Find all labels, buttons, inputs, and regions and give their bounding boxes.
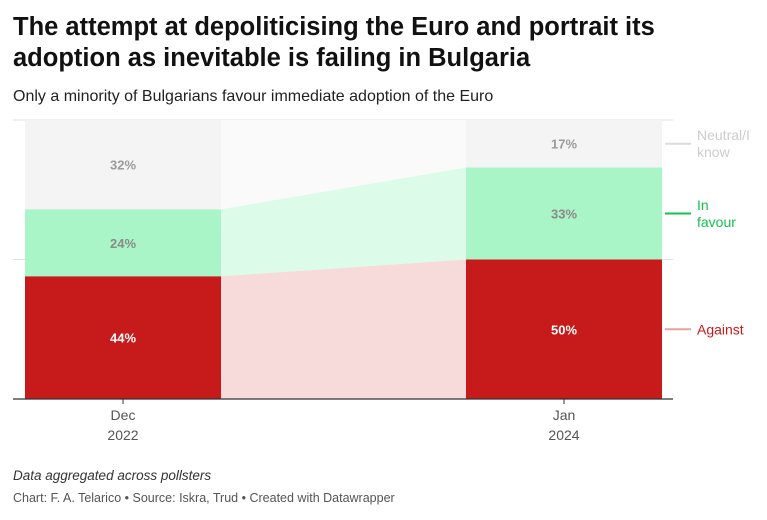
connector-band bbox=[221, 167, 466, 277]
chart-title: The attempt at depoliticising the Euro a… bbox=[13, 13, 655, 72]
bar-segment bbox=[466, 120, 662, 168]
x-tick-label: Dec bbox=[111, 407, 136, 423]
bar-segment bbox=[466, 167, 662, 260]
data-label: 17% bbox=[551, 137, 577, 152]
data-label: 33% bbox=[551, 206, 577, 221]
footer-created-with: Created with Datawrapper bbox=[249, 491, 395, 505]
footer-separator: • bbox=[241, 491, 246, 505]
chart-note: Data aggregated across pollsters bbox=[13, 468, 212, 483]
data-label: 50% bbox=[551, 322, 577, 337]
legend-label: Against bbox=[697, 321, 744, 337]
connector-bands bbox=[221, 120, 466, 399]
chart-footer: Chart: F. A. Telarico • Source: Iskra, T… bbox=[13, 491, 395, 505]
bar-segment bbox=[25, 276, 221, 399]
x-tick-label: Jan bbox=[553, 407, 576, 423]
legend-label: know bbox=[697, 144, 731, 160]
x-tick-label: 2024 bbox=[548, 427, 579, 443]
x-tick-label: 2022 bbox=[107, 427, 138, 443]
legend-label: favour bbox=[697, 214, 736, 230]
connector-band bbox=[221, 259, 466, 399]
bar-segment bbox=[25, 120, 221, 210]
data-label: 44% bbox=[110, 331, 136, 346]
bar-segment bbox=[25, 209, 221, 277]
data-label: 24% bbox=[110, 236, 136, 251]
bar-segment bbox=[466, 259, 662, 399]
chart-subtitle: Only a minority of Bulgarians favour imm… bbox=[13, 88, 494, 105]
legend-label: Neutral/I bbox=[697, 127, 750, 143]
data-label: 32% bbox=[110, 158, 136, 173]
footer-separator: • bbox=[124, 491, 130, 505]
stacked-bar-chart: 44% 24% 32% 50% 33% 17% Dec 2022 Jan 2024 Agains… bbox=[13, 119, 750, 443]
legend-label: In bbox=[697, 197, 709, 213]
footer-source: Source: Iskra, Trud bbox=[132, 491, 239, 505]
connector-band bbox=[221, 120, 466, 210]
footer-chart-by: Chart: F. A. Telarico bbox=[13, 491, 122, 505]
x-axis-ticks: Dec 2022 Jan 2024 bbox=[107, 399, 580, 443]
bars: 44% 24% 32% 50% 33% 17% bbox=[25, 120, 662, 399]
